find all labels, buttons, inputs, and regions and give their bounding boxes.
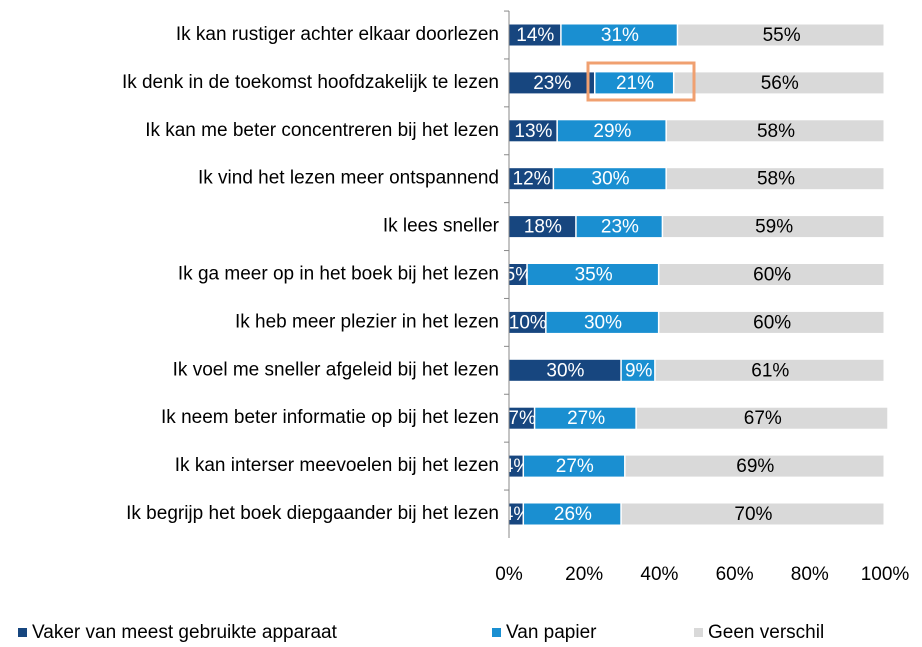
data-label: 69% [736,456,774,477]
bar-segment [666,120,884,142]
bar-segment [663,216,884,238]
bar-segment [621,359,655,381]
data-label: 58% [757,121,795,142]
data-label: 21% [616,73,654,94]
x-tick-label: 80% [791,564,829,585]
y-tick-label: Ik voel me sneller afgeleid bij het leze… [173,359,499,380]
data-label: 13% [514,121,552,142]
bar-segment [509,311,546,333]
bar-segment [625,455,884,477]
x-tick-label: 40% [640,564,678,585]
data-label: 31% [601,25,639,46]
x-tick-label: 20% [565,564,603,585]
bar-segment [509,455,523,477]
bar-segment [576,216,662,238]
bar-segment [524,503,621,525]
data-label: 70% [734,504,772,525]
bar-segment [509,407,534,429]
x-tick-label: 60% [716,564,754,585]
y-tick-label: Ik kan rustiger achter elkaar doorlezen [176,24,499,45]
bar-segment [509,359,621,381]
data-label: 23% [533,73,571,94]
bar-segment [509,24,561,46]
x-tick-label: 0% [495,564,523,585]
bar-segment [546,311,658,333]
bar-segment [659,264,884,285]
data-label: 23% [601,217,639,238]
bar-segment [557,120,666,142]
bar-segment [509,503,523,525]
bar-segment [678,24,884,46]
data-label: 61% [751,360,789,381]
data-label: 67% [744,408,782,429]
data-label: 7% [508,408,536,429]
y-tick-label: Ik heb meer plezier in het lezen [235,311,499,332]
data-label: 35% [575,265,613,286]
bar-segment [527,264,658,285]
bar-segment [659,311,884,333]
data-label: 30% [546,360,584,381]
x-tick-label: 100% [861,564,910,585]
data-label: 18% [524,217,562,238]
y-tick-label: Ik denk in de toekomst hoofdzakelijk te … [122,72,499,93]
y-tick-label: Ik lees sneller [383,216,500,237]
legend-label: Van papier [506,622,597,643]
bar-segment [535,407,636,429]
bar-segment [509,120,557,142]
data-label: 55% [763,25,801,46]
bar-segment [621,503,884,525]
bar-segment [595,72,673,94]
data-label: 26% [554,504,592,525]
legend-swatch [694,628,703,637]
legend-label: Geen verschil [708,622,824,643]
bar-segment [674,72,884,94]
bar-segment [666,168,884,190]
data-label: 10% [509,312,547,333]
bar-segment [509,264,527,285]
y-tick-label: Ik ga meer op in het boek bij het lezen [178,264,499,285]
data-label: 56% [761,73,799,94]
data-label: 60% [753,265,791,286]
bar-segment [561,24,677,46]
data-label: 9% [625,360,653,381]
legend-swatch [492,628,501,637]
legend-swatch [18,628,27,637]
y-tick-label: Ik begrijp het boek diepgaander bij het … [126,503,499,524]
data-label: 60% [753,312,791,333]
data-label: 29% [593,121,631,142]
bar-segment [509,72,594,94]
data-label: 30% [592,169,630,190]
highlight-box [586,61,696,102]
data-label: 4% [503,504,531,525]
bar-segment [636,407,888,429]
data-label: 27% [556,456,594,477]
bar-segment [524,455,625,477]
legend-label: Vaker van meest gebruikte apparaat [32,622,338,643]
bar-segment [509,216,576,238]
bar-segment [509,168,553,190]
data-label: 30% [584,312,622,333]
data-label: 12% [513,169,551,190]
y-tick-label: Ik neem beter informatie op bij het leze… [161,407,499,428]
y-tick-label: Ik kan me beter concentreren bij het lez… [145,120,499,141]
bar-segment [655,359,884,381]
y-tick-label: Ik vind het lezen meer ontspannend [198,168,499,189]
data-label: 59% [755,217,793,238]
data-label: 14% [516,25,554,46]
data-label: 5% [505,265,533,286]
data-label: 27% [567,408,605,429]
data-label: 58% [757,169,795,190]
y-tick-label: Ik kan interser meevoelen bij het lezen [175,455,499,476]
data-label: 4% [503,456,531,477]
bar-segment [554,168,666,190]
